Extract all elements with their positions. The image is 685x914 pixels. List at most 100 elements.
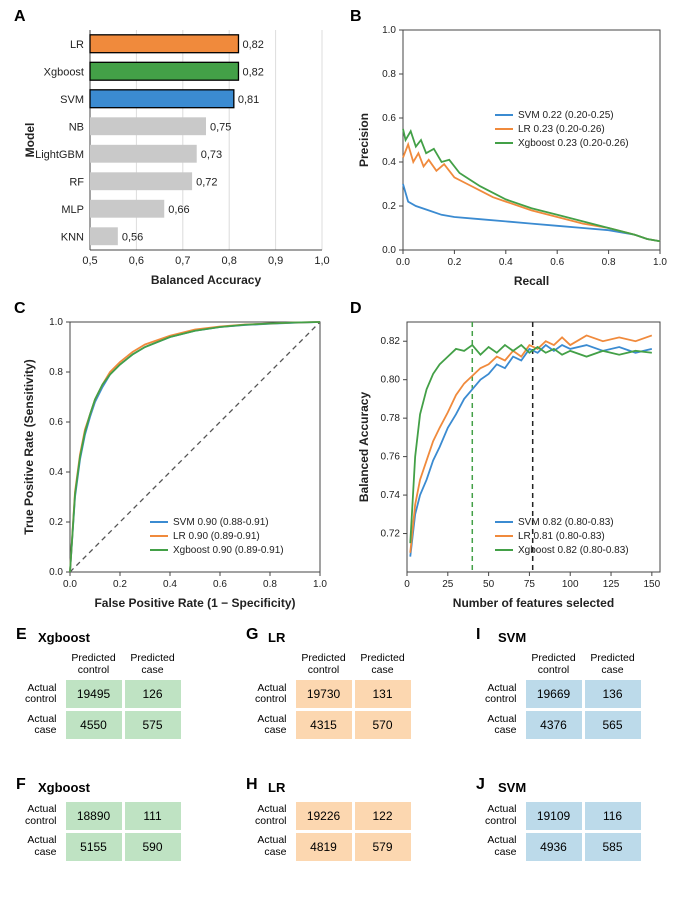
cm-cell: 4936 [526,833,582,861]
svg-text:0.8: 0.8 [49,367,63,378]
cm-row-header: Actualcontrol [253,802,293,830]
panel-label-i: I [476,626,480,644]
confusion-matrix-f: FXgboostActualcontrol18890111Actualcase5… [20,780,184,864]
svg-text:1.0: 1.0 [313,579,327,590]
cm-title: LR [268,780,414,795]
panel-label-h: H [246,776,258,794]
svg-text:0.0: 0.0 [382,245,396,256]
svg-text:SVM 0.82 (0.80-0.83): SVM 0.82 (0.80-0.83) [518,517,614,528]
svg-text:0.0: 0.0 [49,567,63,578]
svg-text:NB: NB [69,121,84,133]
svg-text:0: 0 [404,579,410,590]
svg-text:0.0: 0.0 [396,257,410,268]
svg-text:50: 50 [483,579,495,590]
chart-d: 02550751001251500.720.740.760.780.800.82… [355,312,670,612]
cm-col-header: Predictedcase [585,652,641,677]
cm-col-header: Predictedcontrol [66,652,122,677]
svg-text:0,7: 0,7 [175,255,190,267]
cm-row-header: Actualcase [23,711,63,739]
cm-cell: 136 [585,680,641,708]
cm-row-header: Actualcase [483,833,523,861]
svg-text:Balanced Accuracy: Balanced Accuracy [357,392,371,503]
cm-cell: 19730 [296,680,352,708]
panel-label-j: J [476,776,485,794]
cm-title: SVM [498,780,644,795]
panel-label-e: E [16,626,27,644]
svg-text:0.0: 0.0 [63,579,77,590]
confusion-matrix-g: GLRPredictedcontrolPredictedcaseActualco… [250,630,414,742]
cm-cell: 579 [355,833,411,861]
cm-row-header: Actualcase [253,711,293,739]
svg-text:0.8: 0.8 [263,579,277,590]
svg-text:0.8: 0.8 [602,257,616,268]
cm-row-header: Actualcontrol [23,680,63,708]
cm-cell: 4550 [66,711,122,739]
svg-text:0.72: 0.72 [381,529,401,540]
cm-row-header: Actualcontrol [23,802,63,830]
cm-table: Actualcontrol19226122Actualcase4819579 [250,799,414,864]
cm-col-header: Predictedcase [125,652,181,677]
confusion-matrix-h: HLRActualcontrol19226122Actualcase481957… [250,780,414,864]
svg-text:Precision: Precision [357,113,371,167]
svg-text:KNN: KNN [61,231,84,243]
chart-a: 0,50,60,70,80,91,0LR0,82Xgboost0,82SVM0,… [20,20,330,290]
cm-title: LR [268,630,414,645]
svg-text:Xgboost 0.82 (0.80-0.83): Xgboost 0.82 (0.80-0.83) [518,545,629,556]
svg-text:Xgboost 0.23 (0.20-0.26): Xgboost 0.23 (0.20-0.26) [518,138,629,149]
svg-text:1.0: 1.0 [49,317,63,328]
cm-table: PredictedcontrolPredictedcase Actualcontr… [20,649,184,742]
cm-row-header: Actualcase [23,833,63,861]
cm-table: Actualcontrol19109116Actualcase4936585 [480,799,644,864]
cm-col-header: Predictedcontrol [296,652,352,677]
cm-table: PredictedcontrolPredictedcaseActualcontr… [480,649,644,742]
cm-cell: 19495 [66,680,122,708]
cm-col-header: Predictedcontrol [526,652,582,677]
panel-label-g: G [246,626,258,644]
svg-text:0,56: 0,56 [122,231,143,243]
svg-text:0,82: 0,82 [242,66,263,78]
svg-text:0.4: 0.4 [382,157,396,168]
svg-text:0.6: 0.6 [213,579,227,590]
cm-row-header: Actualcontrol [253,680,293,708]
svg-text:125: 125 [603,579,620,590]
svg-text:Number of features selected: Number of features selected [453,596,614,610]
chart-c: 0.00.20.40.60.81.00.00.20.40.60.81.0Fals… [20,312,330,612]
cm-cell: 18890 [66,802,122,830]
svg-text:0,8: 0,8 [222,255,237,267]
svg-text:0.6: 0.6 [382,113,396,124]
svg-text:Xgboost: Xgboost [44,66,84,78]
svg-text:Model: Model [23,123,37,158]
cm-cell: 19226 [296,802,352,830]
svg-text:0.6: 0.6 [49,417,63,428]
svg-text:0,73: 0,73 [201,149,222,161]
cm-cell: 122 [355,802,411,830]
svg-text:0.4: 0.4 [499,257,513,268]
cm-cell: 131 [355,680,411,708]
cm-table: PredictedcontrolPredictedcase Actualcontr… [250,649,414,742]
svg-text:SVM: SVM [60,94,84,106]
cm-cell: 4315 [296,711,352,739]
cm-row-header: Actualcase [483,711,523,739]
confusion-matrix-i: ISVMPredictedcontrolPredictedcaseActualc… [480,630,644,742]
svg-text:0,72: 0,72 [196,176,217,188]
svg-text:SVM 0.22 (0.20-0.25): SVM 0.22 (0.20-0.25) [518,110,614,121]
svg-text:0.82: 0.82 [381,336,401,347]
svg-text:Recall: Recall [514,274,549,288]
cm-cell: 111 [125,802,181,830]
svg-text:1.0: 1.0 [382,25,396,36]
cm-col-header: Predictedcase [355,652,411,677]
svg-text:0.76: 0.76 [381,452,401,463]
cm-table: Actualcontrol18890111Actualcase5155590 [20,799,184,864]
svg-text:25: 25 [442,579,454,590]
svg-text:LR 0.81 (0.80-0.83): LR 0.81 (0.80-0.83) [518,531,605,542]
svg-text:0.4: 0.4 [49,467,63,478]
svg-text:LR: LR [70,39,84,51]
svg-text:1.0: 1.0 [653,257,667,268]
cm-cell: 19109 [526,802,582,830]
svg-text:0,81: 0,81 [238,94,259,106]
svg-text:0.4: 0.4 [163,579,177,590]
cm-cell: 575 [125,711,181,739]
svg-text:False Positive Rate (1 − Speci: False Positive Rate (1 − Specificity) [94,596,295,610]
svg-text:Balanced Accuracy: Balanced Accuracy [151,273,262,287]
svg-text:Xgboost 0.90 (0.89-0.91): Xgboost 0.90 (0.89-0.91) [173,545,284,556]
